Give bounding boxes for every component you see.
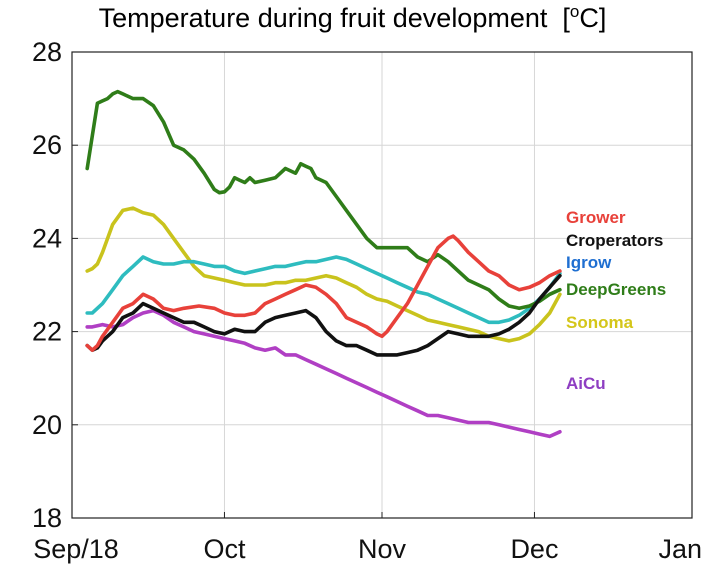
chart-title: Temperature during fruit development [oC… [0,2,705,34]
series-line-aicu [85,308,562,439]
series-line-grower [85,234,562,353]
chart-title-text: Temperature during fruit development [98,3,548,33]
x-tick-label: Sep/18 [33,534,119,564]
legend-label-igrow: Igrow [566,253,612,272]
x-tick-label: Dec [510,534,558,564]
legend-label-croperators: Croperators [566,231,663,250]
legend-label-sonoma: Sonoma [566,313,634,332]
y-tick-label: 22 [32,317,62,347]
legend-label-deepgreens: DeepGreens [566,280,666,299]
tick-layer: 18 20 22 24 26 28 Sep/18 Oct Nov Dec Jan [32,37,702,564]
legend-label-aicu: AiCu [566,374,606,393]
series-line-igrow [85,255,562,325]
series-line-deepgreens [85,89,562,311]
y-tick-label: 20 [32,410,62,440]
y-tick-label: 18 [32,503,62,533]
series-line-sonoma [85,206,562,343]
y-tick-label: 26 [32,130,62,160]
x-tick-label: Nov [358,534,407,564]
legend-layer: Grower Croperators Igrow DeepGreens Sonoma Ai… [566,208,666,393]
legend-label-grower: Grower [566,208,626,227]
y-tick-label: 24 [32,223,62,253]
chart-title-unit-sup: o [569,2,580,21]
series-layer [85,89,562,439]
x-tick-label: Oct [203,534,246,564]
x-tick-label: Jan [658,534,702,564]
series-line-croperators [85,273,562,357]
chart-title-unit-suffix: C] [579,3,607,33]
y-tick-label: 28 [32,37,62,67]
chart-title-unit-prefix: [ [562,3,570,33]
